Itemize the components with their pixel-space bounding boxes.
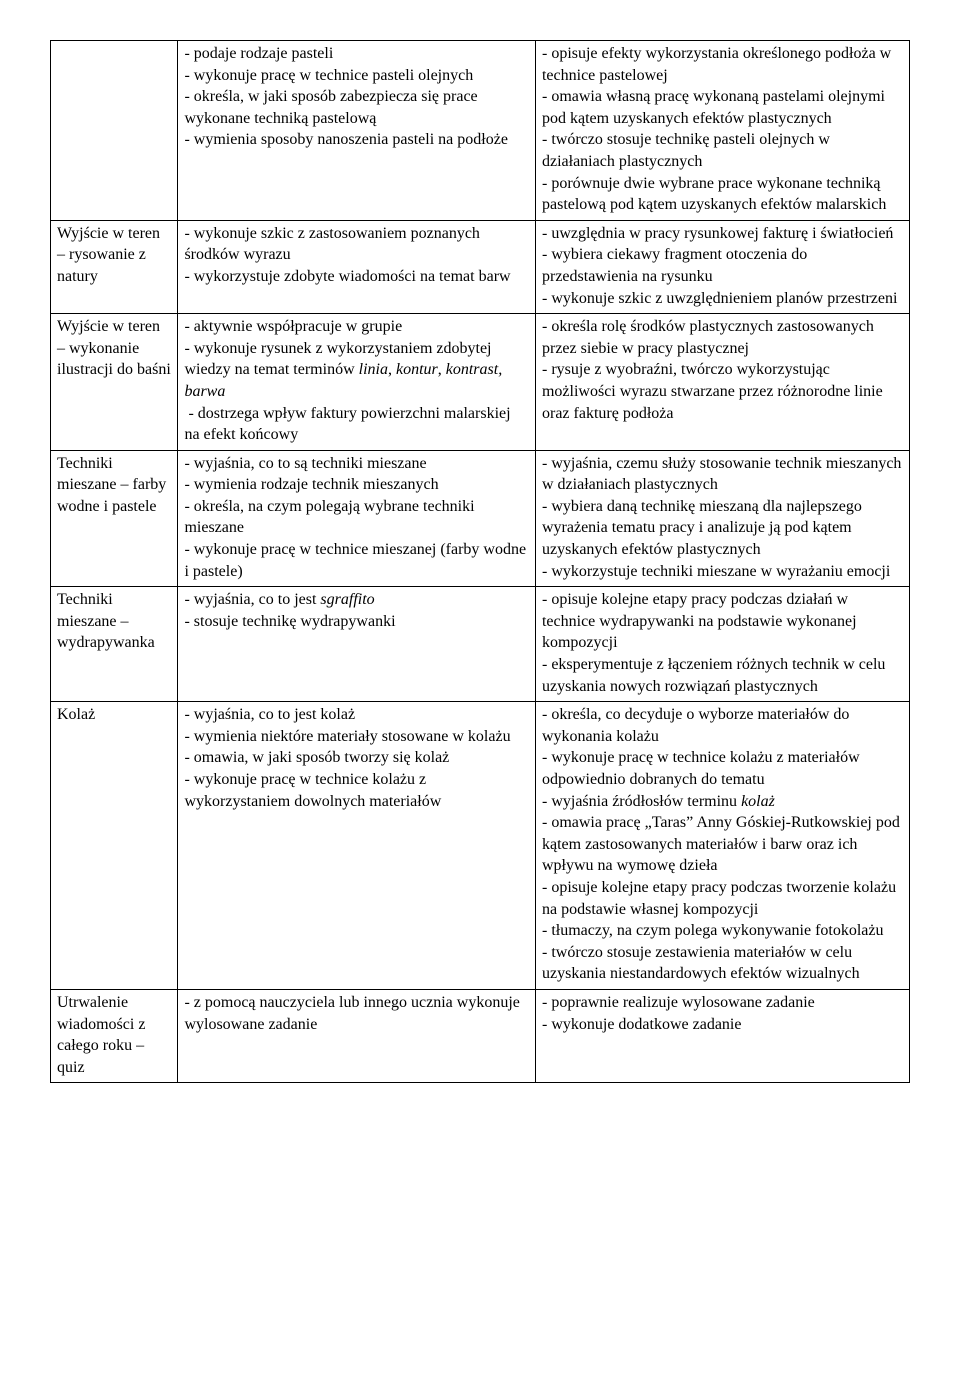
table-row: Utrwalenie wiadomości z całego roku – qu… [51,989,910,1082]
basic-cell: - wyjaśnia, co to są techniki mieszane- … [178,450,536,587]
topic-cell: Utrwalenie wiadomości z całego roku – qu… [51,989,178,1082]
basic-cell: - aktywnie współpracuje w grupie- wykonu… [178,314,536,451]
extended-cell: - poprawnie realizuje wylosowane zadanie… [535,989,909,1082]
table-row: Wyjście w teren – rysowanie z natury- wy… [51,220,910,313]
topic-cell: Techniki mieszane – farby wodne i pastel… [51,450,178,587]
topic-cell: Techniki mieszane – wydrapywanka [51,587,178,702]
extended-cell: - opisuje efekty wykorzystania określone… [535,41,909,221]
curriculum-table: - podaje rodzaje pasteli- wykonuje pracę… [50,40,910,1083]
basic-cell: - wyjaśnia, co to jest sgraffito- stosuj… [178,587,536,702]
topic-cell [51,41,178,221]
extended-cell: - opisuje kolejne etapy pracy podczas dz… [535,587,909,702]
basic-cell: - z pomocą nauczyciela lub innego ucznia… [178,989,536,1082]
table-body: - podaje rodzaje pasteli- wykonuje pracę… [51,41,910,1083]
table-row: Kolaż- wyjaśnia, co to jest kolaż- wymie… [51,702,910,990]
basic-cell: - podaje rodzaje pasteli- wykonuje pracę… [178,41,536,221]
table-row: Wyjście w teren – wykonanie ilustracji d… [51,314,910,451]
extended-cell: - uwzględnia w pracy rysunkowej fakturę … [535,220,909,313]
basic-cell: - wykonuje szkic z zastosowaniem poznany… [178,220,536,313]
basic-cell: - wyjaśnia, co to jest kolaż- wymienia n… [178,702,536,990]
extended-cell: - określa rolę środków plastycznych zast… [535,314,909,451]
extended-cell: - określa, co decyduje o wyborze materia… [535,702,909,990]
topic-cell: Wyjście w teren – rysowanie z natury [51,220,178,313]
topic-cell: Wyjście w teren – wykonanie ilustracji d… [51,314,178,451]
table-row: Techniki mieszane – farby wodne i pastel… [51,450,910,587]
table-row: - podaje rodzaje pasteli- wykonuje pracę… [51,41,910,221]
table-row: Techniki mieszane – wydrapywanka- wyjaśn… [51,587,910,702]
extended-cell: - wyjaśnia, czemu służy stosowanie techn… [535,450,909,587]
topic-cell: Kolaż [51,702,178,990]
